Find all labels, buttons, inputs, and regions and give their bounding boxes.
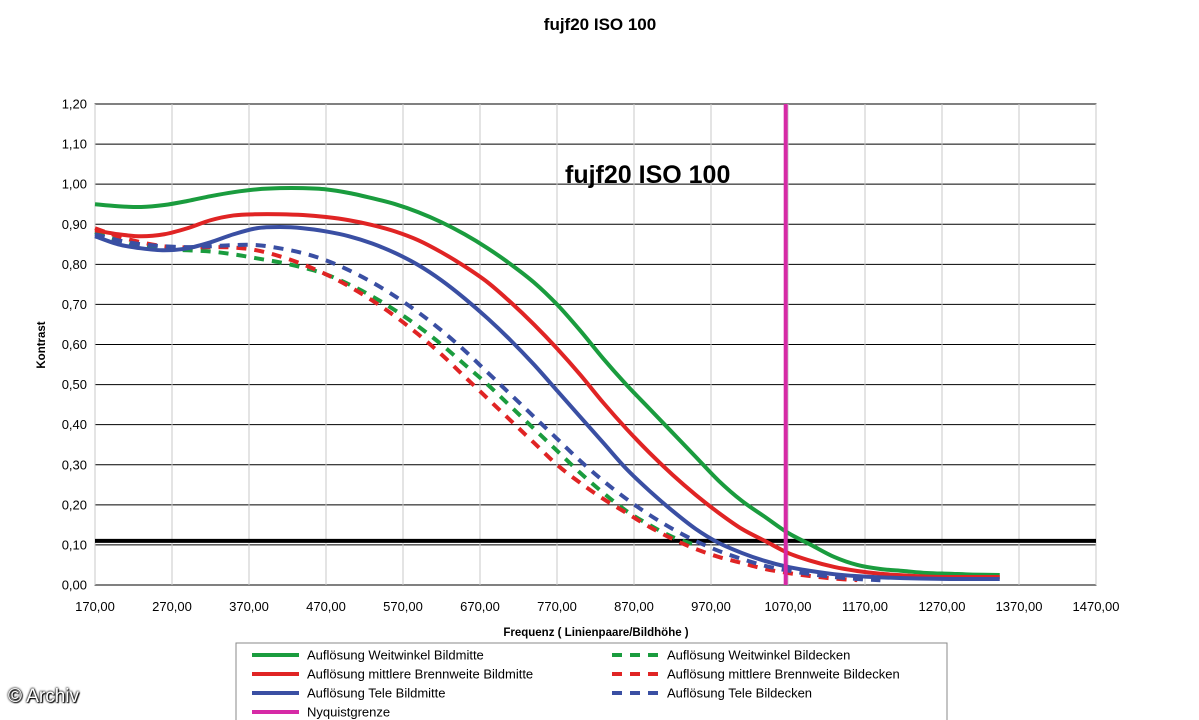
y-tick-label: 0,80 [62, 257, 87, 272]
series-layer [94, 186, 1000, 583]
x-tick-label: 870,00 [614, 599, 654, 614]
x-tick-label: 370,00 [229, 599, 269, 614]
y-tick-label: 0,70 [62, 297, 87, 312]
y-tick-label: 0,20 [62, 497, 87, 512]
y-tick-label: 0,10 [62, 537, 87, 552]
x-tick-label: 570,00 [383, 599, 423, 614]
series-line-aufloesung-weitwinkel-bildmitte [94, 186, 1000, 577]
y-tick-labels: 0,00 0,10 0,20 0,30 0,40 0,50 0,60 0,70 0,80 0,90… [62, 97, 87, 593]
legend-label: Nyquistgrenze [307, 705, 390, 720]
y-tick-label: 0,30 [62, 457, 87, 472]
inner-title: fujf20 ISO 100 [565, 161, 730, 189]
series-line-aufloesung-mittlere-brennweite-bildmitte [94, 212, 1000, 580]
y-tick-label: 0,40 [62, 417, 87, 432]
x-tick-label: 1170,00 [842, 599, 888, 614]
grid [94, 103, 1097, 586]
x-tick-label: 1270,00 [919, 599, 966, 614]
legend-label: Auflösung Weitwinkel Bildmitte [307, 648, 484, 663]
x-tick-label: 1470,00 [1073, 599, 1120, 614]
watermark: © Archiv [8, 686, 80, 707]
x-tick-label: 970,00 [691, 599, 731, 614]
x-tick-label: 1370,00 [996, 599, 1043, 614]
legend: Auflösung Weitwinkel Bildmitte Auflösung … [235, 642, 948, 720]
legend-label: Auflösung Tele Bildecken [667, 686, 812, 701]
y-axis-title: Kontrast [36, 321, 48, 368]
x-axis-title: Frequenz ( Linienpaare/Bildhöhe ) [503, 627, 688, 639]
series-line-aufloesung-weitwinkel-bildecken [94, 230, 697, 547]
y-tick-label: 0,00 [62, 578, 87, 593]
legend-label: Auflösung Weitwinkel Bildecken [667, 648, 850, 663]
series-line-aufloesung-tele-bildmitte [94, 225, 1000, 582]
y-tick-label: 1,20 [62, 97, 87, 112]
chart-title: fujf20 ISO 100 [544, 15, 656, 34]
x-tick-label: 270,00 [152, 599, 192, 614]
y-tick-label: 0,50 [62, 377, 87, 392]
x-tick-label: 470,00 [306, 599, 346, 614]
y-tick-label: 1,00 [62, 177, 87, 192]
legend-box [235, 642, 948, 720]
series-line-aufloesung-tele-bildecken [94, 232, 881, 583]
legend-label: Auflösung mittlere Brennweite Bildmitte [307, 667, 533, 682]
x-tick-label: 770,00 [537, 599, 577, 614]
y-tick-label: 0,90 [62, 217, 87, 232]
x-tick-label: 1070,00 [765, 599, 812, 614]
x-tick-labels: 170,00 270,00 370,00 470,00 570,00 670,00 770,… [75, 599, 1119, 614]
y-tick-label: 1,10 [62, 137, 87, 152]
x-tick-label: 670,00 [460, 599, 500, 614]
legend-label: Auflösung mittlere Brennweite Bildecken [667, 667, 900, 682]
x-tick-label: 170,00 [75, 599, 115, 614]
legend-label: Auflösung Tele Bildmitte [307, 686, 446, 701]
y-tick-label: 0,60 [62, 337, 87, 352]
